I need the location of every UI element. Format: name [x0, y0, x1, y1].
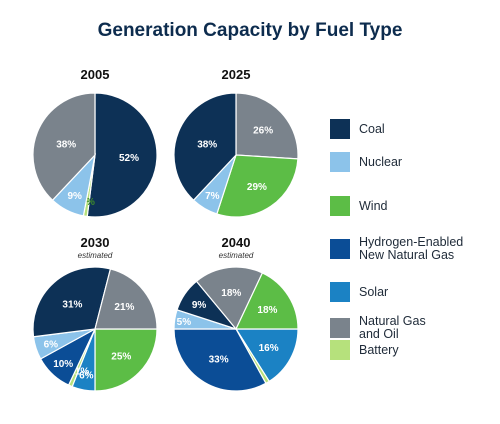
legend-swatch: [330, 239, 350, 259]
legend-label: Natural Gas and Oil: [359, 314, 426, 341]
slice-label: 1%: [75, 366, 90, 377]
legend-label: Hydrogen-Enabled New Natural Gas: [359, 235, 464, 262]
legend-item: Wind: [330, 196, 387, 216]
pie-title: 2025: [222, 67, 251, 82]
pie-slice: [94, 268, 158, 330]
slice-label: 16%: [259, 343, 279, 354]
pie-subtitle: estimated: [78, 251, 113, 260]
pie-title: 2005: [81, 67, 110, 82]
slice-label: 18%: [221, 288, 241, 299]
pie-slice: [195, 266, 264, 331]
legend-label: Nuclear: [359, 154, 403, 169]
slice-label: 18%: [257, 305, 277, 316]
pie-subtitle: estimated: [219, 251, 254, 260]
slice-label: 52%: [119, 153, 139, 164]
pie-slice: [234, 328, 299, 383]
slice-label: 31%: [62, 299, 82, 310]
legend-swatch: [330, 119, 350, 139]
slice-label: 10%: [53, 359, 73, 370]
legend-swatch: [330, 196, 350, 216]
slice-label: 6%: [79, 371, 94, 382]
slice-label: 38%: [197, 140, 217, 151]
legend-item: Battery: [330, 340, 399, 360]
pie-slice: [173, 328, 267, 392]
legend-swatch: [330, 282, 350, 302]
pie-slice: [235, 92, 299, 160]
slice-label: 9%: [192, 300, 207, 311]
slice-label: 38%: [56, 140, 76, 151]
slice-label: 6%: [44, 339, 59, 350]
legend-item: Solar: [330, 282, 388, 302]
legend-item: Coal: [330, 119, 385, 139]
pie-slice: [86, 92, 158, 218]
pie-slice: [32, 266, 112, 338]
legend-label: Coal: [359, 121, 385, 136]
slice-label: 5%: [177, 317, 192, 328]
slice-label: 29%: [247, 182, 267, 193]
legend: Coal Nuclear Wind Hydrogen-Enabled New Natur…: [330, 0, 500, 424]
slice-label: 25%: [111, 351, 131, 362]
pie-slice: [94, 328, 158, 392]
slice-label: 26%: [253, 126, 273, 137]
legend-swatch: [330, 152, 350, 172]
legend-item: Nuclear: [330, 152, 402, 172]
pie-slice: [216, 154, 299, 218]
pie-2005: 2005 52% 1%9% 38%: [32, 67, 158, 218]
legend-label: Wind: [359, 198, 388, 213]
pie-title: 2040: [222, 235, 251, 250]
pie-slice: [32, 92, 96, 202]
pie-slice: [235, 272, 299, 330]
pie-title: 2030: [81, 235, 110, 250]
legend-swatch: [330, 340, 350, 360]
legend-label: Battery: [359, 342, 399, 357]
slice-label: 7%: [205, 191, 220, 202]
legend-item: Natural Gas and Oil: [330, 315, 426, 341]
legend-item: Hydrogen-Enabled New Natural Gas: [330, 236, 463, 262]
chart-title: Generation Capacity by Fuel Type: [97, 20, 403, 41]
slice-label: 33%: [209, 354, 229, 365]
slice-label: 1%: [80, 197, 95, 208]
slice-label: 21%: [114, 302, 134, 313]
slice-label: 9%: [67, 191, 82, 202]
pie-2025: 2025 26% 29% 7% 38%: [173, 67, 299, 218]
legend-label: Solar: [359, 284, 389, 299]
pie-slice: [173, 92, 237, 202]
legend-swatch: [330, 318, 350, 338]
